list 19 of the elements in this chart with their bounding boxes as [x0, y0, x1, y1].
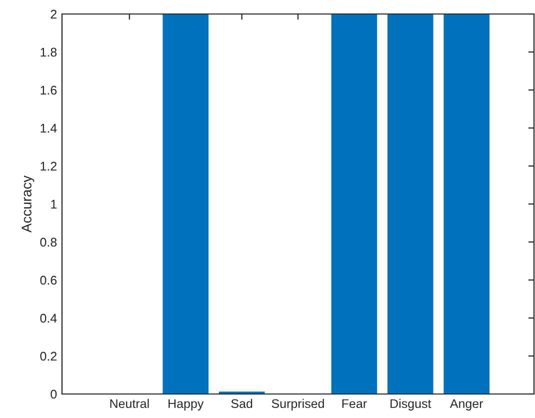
y-axis-title: Accuracy	[22, 175, 34, 233]
y-tick-label: 0.8	[40, 238, 57, 247]
x-tick-label: Neutral	[110, 398, 149, 408]
y-tick-label: 1.8	[40, 48, 57, 57]
y-tick-label: 1	[51, 200, 57, 209]
x-tick-label: Anger	[450, 399, 484, 411]
y-tick-label: 0	[50, 390, 57, 399]
x-tick-label: Disgust	[390, 398, 432, 411]
y-tick-label: 0.6	[40, 276, 57, 285]
y-tick-label: 0.4	[40, 314, 57, 323]
x-tick-label: Fear	[342, 399, 367, 408]
x-tick-label: Happy	[168, 399, 204, 411]
y-tick-label: 2	[50, 10, 57, 19]
y-tick-label: 0.2	[40, 352, 57, 361]
x-tick-label: Sad	[231, 398, 252, 408]
y-tick-label: 1.4	[40, 124, 57, 133]
x-tick-label: Surprised	[272, 398, 324, 411]
y-tick-label: 1.6	[40, 86, 57, 95]
y-tick-label: 1.2	[40, 162, 57, 171]
